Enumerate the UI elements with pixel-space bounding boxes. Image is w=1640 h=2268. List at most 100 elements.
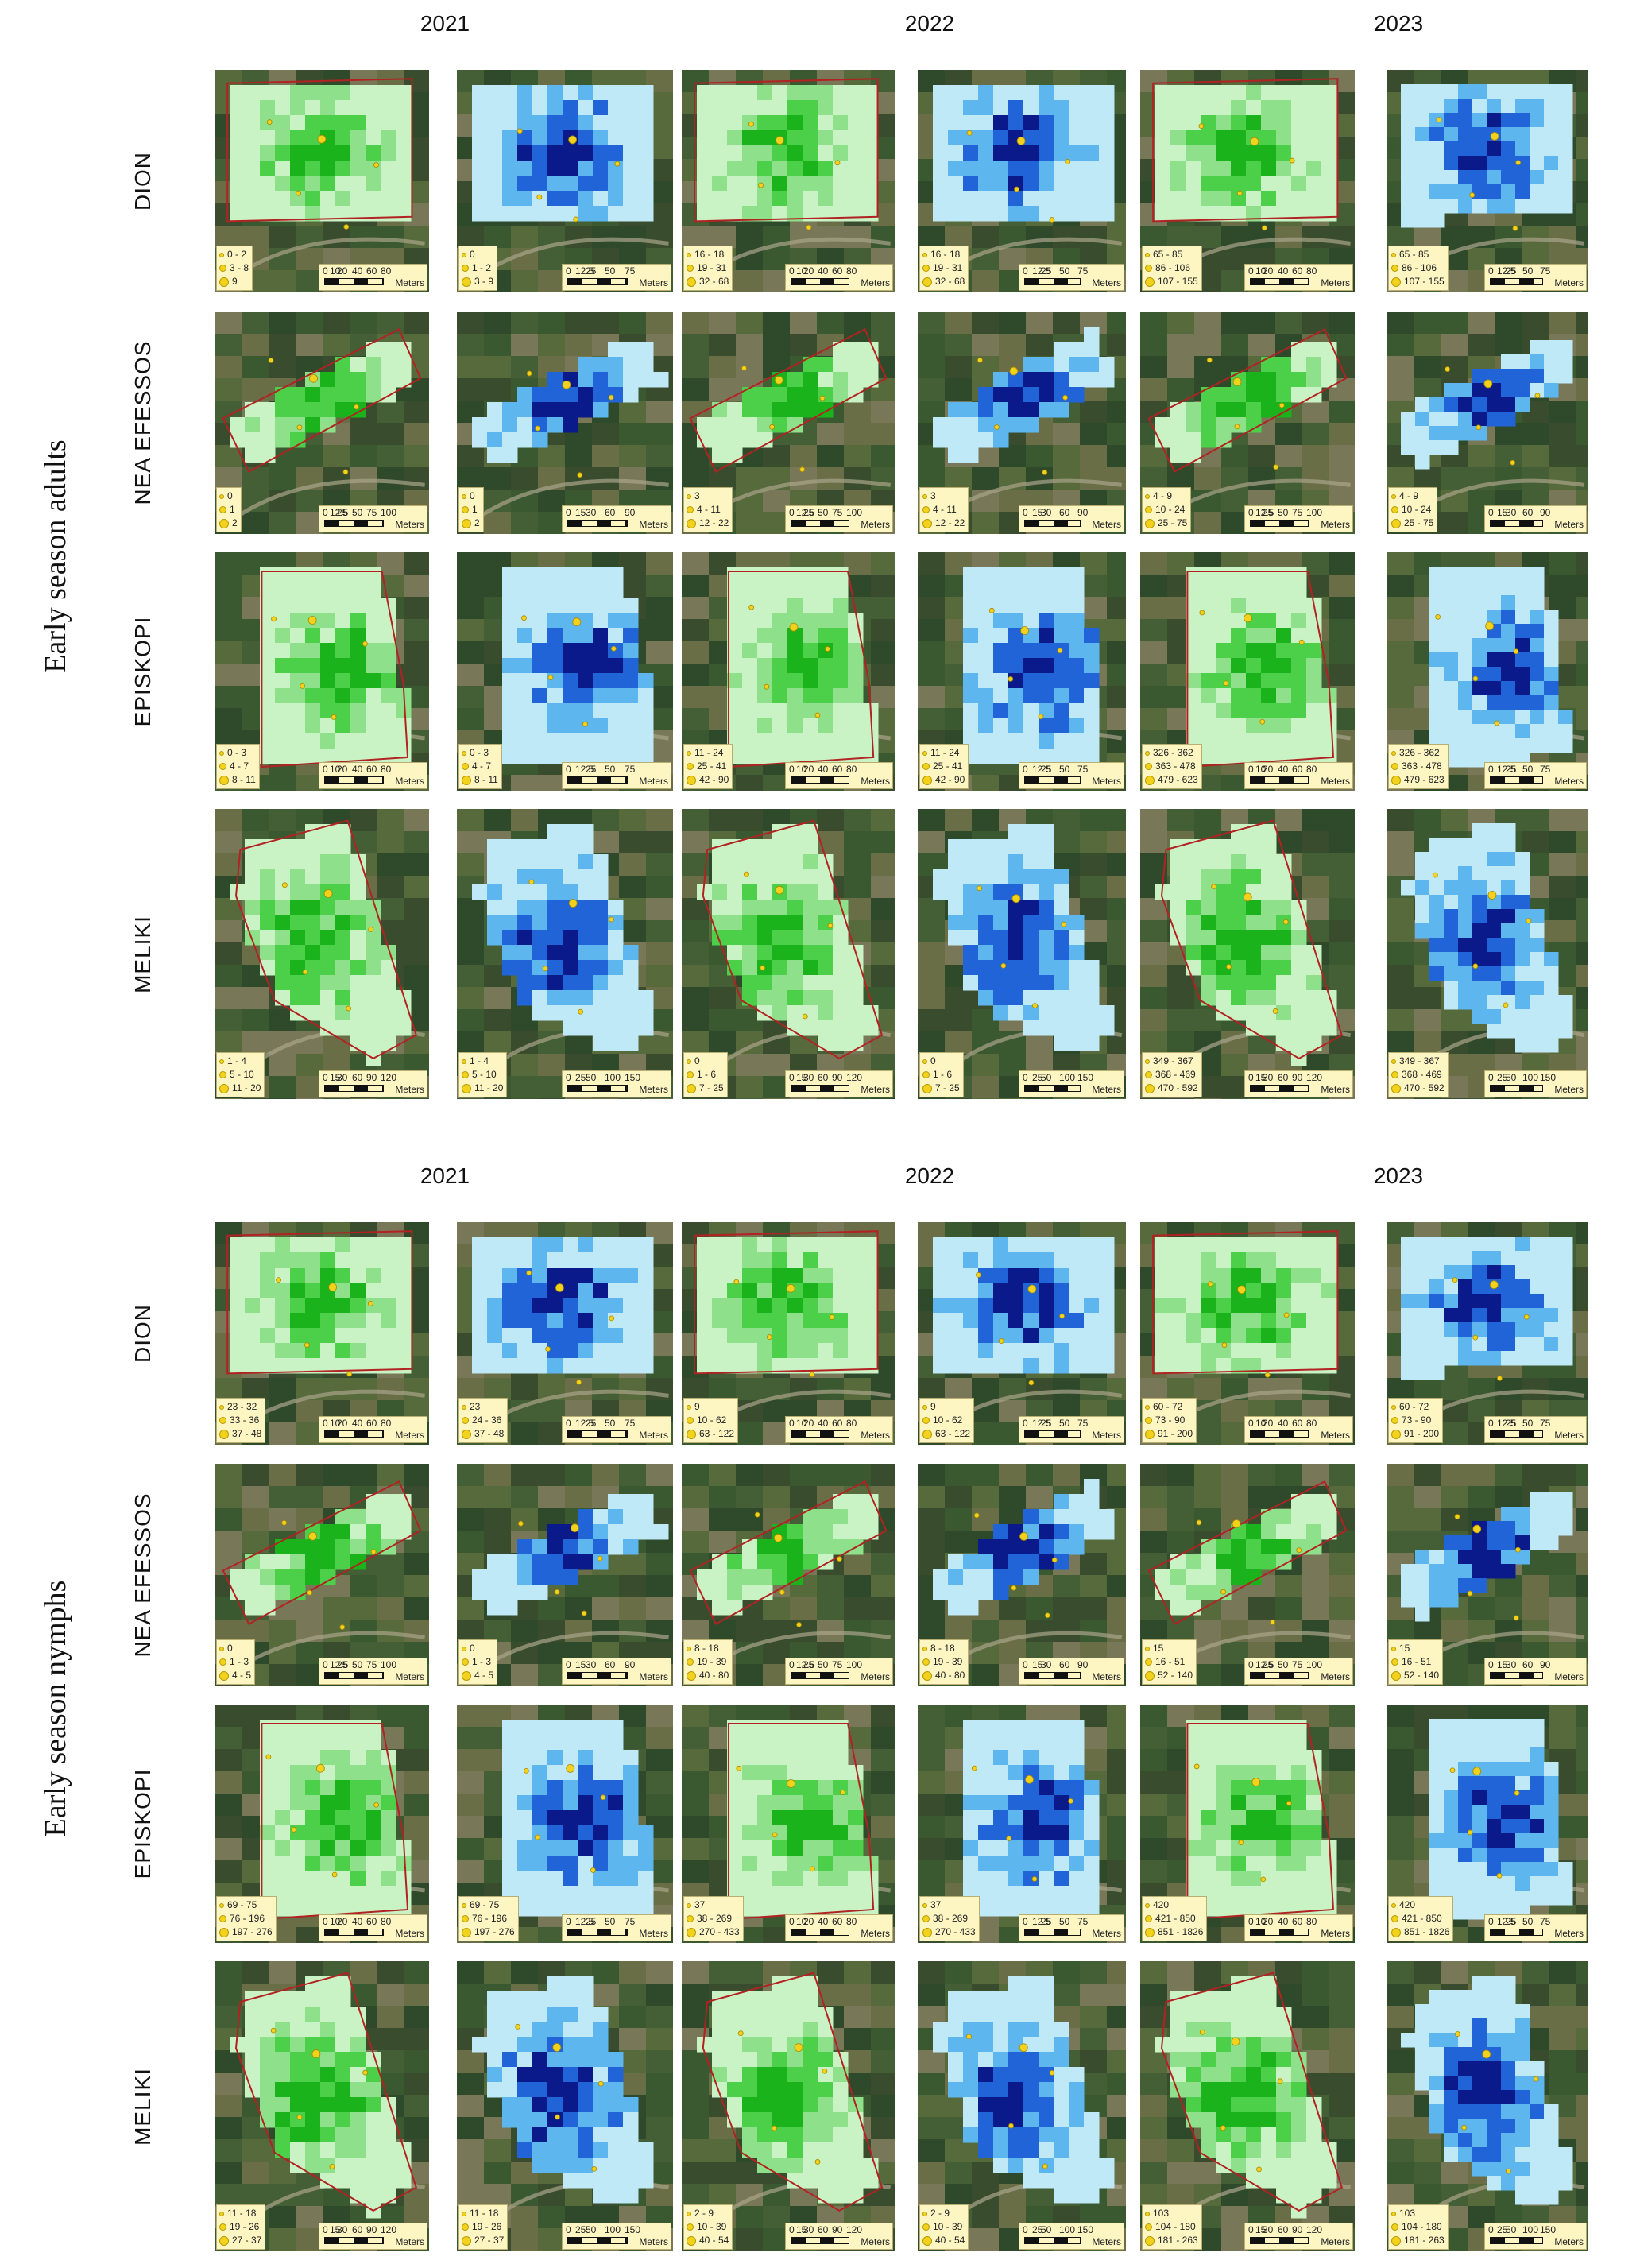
scale-tick-label: 12.5 bbox=[1497, 1418, 1516, 1429]
point-size-icon bbox=[1391, 763, 1398, 770]
group-label: Early season nymphs bbox=[39, 1580, 72, 1837]
legend-range-label: 23 bbox=[470, 1401, 481, 1412]
scale-bar: 0 15 30 60 90 120 Meters bbox=[1244, 1070, 1353, 1097]
legend-entry: 479 - 623 bbox=[1391, 773, 1445, 787]
point-size-icon bbox=[1391, 1404, 1396, 1410]
legend-range-label: 27 - 37 bbox=[474, 2235, 505, 2246]
scale-tick-label: 60 bbox=[1278, 1072, 1289, 1083]
scale-tick-label: 60 bbox=[352, 1072, 363, 1083]
legend-range-label: 60 - 72 bbox=[1399, 1401, 1429, 1412]
scale-tick-label: 0 bbox=[1023, 1418, 1028, 1429]
scale-tick-label: 75 bbox=[1077, 265, 1089, 277]
legend-range-label: 5 - 10 bbox=[230, 1069, 254, 1080]
scale-rule bbox=[1024, 1929, 1081, 1936]
legend-entry: 103 bbox=[1391, 2207, 1445, 2220]
legend-entry: 15 bbox=[1145, 1642, 1193, 1655]
map-legend: 37 38 - 269 270 - 433 bbox=[919, 1896, 980, 1941]
legend-range-label: 86 - 106 bbox=[1402, 262, 1437, 273]
legend-range-label: 76 - 196 bbox=[230, 1913, 265, 1924]
scale-tick-label: 40 bbox=[818, 265, 829, 277]
scale-bar: 0 15 30 60 90 Meters bbox=[1019, 505, 1124, 532]
scale-tick-label: 30 bbox=[1263, 2224, 1274, 2235]
map-group: 2021 2022 2023 Early season adults DION 0 - 2… bbox=[0, 0, 1640, 1113]
legend-entry: 0 bbox=[219, 1642, 251, 1655]
point-size-icon bbox=[687, 1927, 696, 1937]
point-size-icon bbox=[687, 265, 694, 272]
scale-bar: 0 12.5 25 50 75 Meters bbox=[1484, 264, 1587, 291]
legend-range-label: 479 - 623 bbox=[1404, 774, 1445, 785]
scale-rule bbox=[791, 776, 849, 784]
map-legend: 326 - 362 363 - 478 479 - 623 bbox=[1388, 744, 1449, 789]
map-legend: 3 4 - 11 12 - 22 bbox=[919, 487, 969, 532]
scale-bar: 0 12.5 25 50 75 100 Meters bbox=[785, 505, 893, 532]
scale-tick-label: 0 bbox=[1248, 1072, 1254, 1083]
interpolated-map bbox=[215, 70, 429, 292]
scale-bar: 0 10 20 40 60 80 Meters bbox=[785, 264, 893, 291]
legend-entry: 1 - 4 bbox=[219, 1055, 261, 1068]
map-legend: 3 4 - 11 12 - 22 bbox=[683, 487, 733, 532]
legend-range-label: 421 - 850 bbox=[1155, 1913, 1196, 1924]
legend-entry: 0 bbox=[687, 1055, 724, 1068]
scale-tick-label: 25 bbox=[586, 764, 597, 775]
legend-entry: 19 - 39 bbox=[687, 1655, 729, 1669]
map-legend: 11 - 18 19 - 26 27 - 37 bbox=[458, 2204, 509, 2250]
legend-range-label: 104 - 180 bbox=[1155, 2221, 1196, 2232]
point-size-icon bbox=[219, 277, 229, 287]
point-size-icon bbox=[1391, 1646, 1396, 1651]
map-legend: 0 1 2 bbox=[216, 487, 242, 532]
scale-rule bbox=[567, 278, 628, 285]
scale-tick-label: 0 bbox=[323, 1418, 328, 1429]
scale-bar: 0 25 50 100 150 Meters bbox=[1484, 2223, 1587, 2250]
legend-range-label: 73 - 90 bbox=[1402, 1415, 1432, 1426]
legend-entry: 38 - 269 bbox=[922, 1912, 976, 1925]
legend-range-label: 421 - 850 bbox=[1402, 1913, 1442, 1924]
scale-unit-label: Meters bbox=[861, 1084, 890, 1095]
legend-range-label: 270 - 433 bbox=[699, 1926, 740, 1937]
scale-tick-label: 90 bbox=[1540, 507, 1551, 518]
legend-range-label: 24 - 36 bbox=[472, 1415, 502, 1426]
legend-range-label: 368 - 469 bbox=[1155, 1069, 1196, 1080]
scale-rule bbox=[791, 278, 849, 285]
point-size-icon bbox=[1391, 518, 1401, 528]
legend-range-label: 4 - 7 bbox=[472, 761, 492, 772]
legend-entry: 470 - 592 bbox=[1391, 1082, 1445, 1095]
point-size-icon bbox=[1391, 1417, 1398, 1424]
legend-entry: 0 - 2 bbox=[219, 248, 249, 261]
site-label: NEA EFESSOS bbox=[130, 340, 155, 505]
point-size-icon bbox=[922, 506, 930, 513]
point-size-icon bbox=[1391, 1915, 1398, 1922]
map-legend: 0 1 - 3 4 - 5 bbox=[216, 1639, 256, 1685]
scale-tick-label: 0 bbox=[1488, 764, 1494, 775]
scale-tick-label: 15 bbox=[796, 1072, 807, 1083]
legend-range-label: 1 - 6 bbox=[697, 1069, 717, 1080]
scale-tick-label: 120 bbox=[846, 1072, 863, 1083]
legend-entry: 8 - 18 bbox=[922, 1642, 965, 1655]
legend-range-label: 1 - 3 bbox=[472, 1656, 492, 1667]
legend-range-label: 470 - 592 bbox=[1158, 1082, 1198, 1093]
scale-tick-label: 0 bbox=[566, 1659, 571, 1670]
scale-tick-label: 50 bbox=[1522, 764, 1534, 775]
scale-tick-label: 0 bbox=[323, 1916, 328, 1927]
legend-range-label: 103 bbox=[1399, 2208, 1416, 2219]
point-size-icon bbox=[1145, 1902, 1150, 1908]
point-size-icon bbox=[687, 1670, 696, 1681]
legend-entry: 32 - 68 bbox=[687, 275, 729, 288]
legend-entry: 27 - 37 bbox=[462, 2234, 504, 2247]
scale-tick-label: 12.5 bbox=[1497, 764, 1516, 775]
scale-tick-label: 150 bbox=[1077, 1072, 1094, 1083]
scale-tick-label: 75 bbox=[1540, 1418, 1551, 1429]
map-legend: 69 - 75 76 - 196 197 - 276 bbox=[458, 1896, 519, 1941]
legend-range-label: 0 bbox=[470, 490, 475, 501]
scale-bar: 0 25 50 100 150 Meters bbox=[1019, 1070, 1124, 1097]
point-size-icon bbox=[1145, 1071, 1152, 1078]
legend-range-label: 16 - 18 bbox=[694, 249, 725, 260]
legend-entry: 91 - 200 bbox=[1391, 1427, 1439, 1441]
point-size-icon bbox=[687, 775, 696, 785]
scale-unit-label: Meters bbox=[1321, 1671, 1350, 1682]
point-size-icon bbox=[219, 265, 226, 272]
legend-entry: 16 - 51 bbox=[1391, 1655, 1439, 1669]
legend-range-label: 1 bbox=[472, 504, 478, 515]
scale-rule bbox=[791, 1672, 849, 1679]
legend-range-label: 1 - 4 bbox=[227, 1055, 247, 1066]
legend-entry: 24 - 36 bbox=[462, 1414, 504, 1427]
